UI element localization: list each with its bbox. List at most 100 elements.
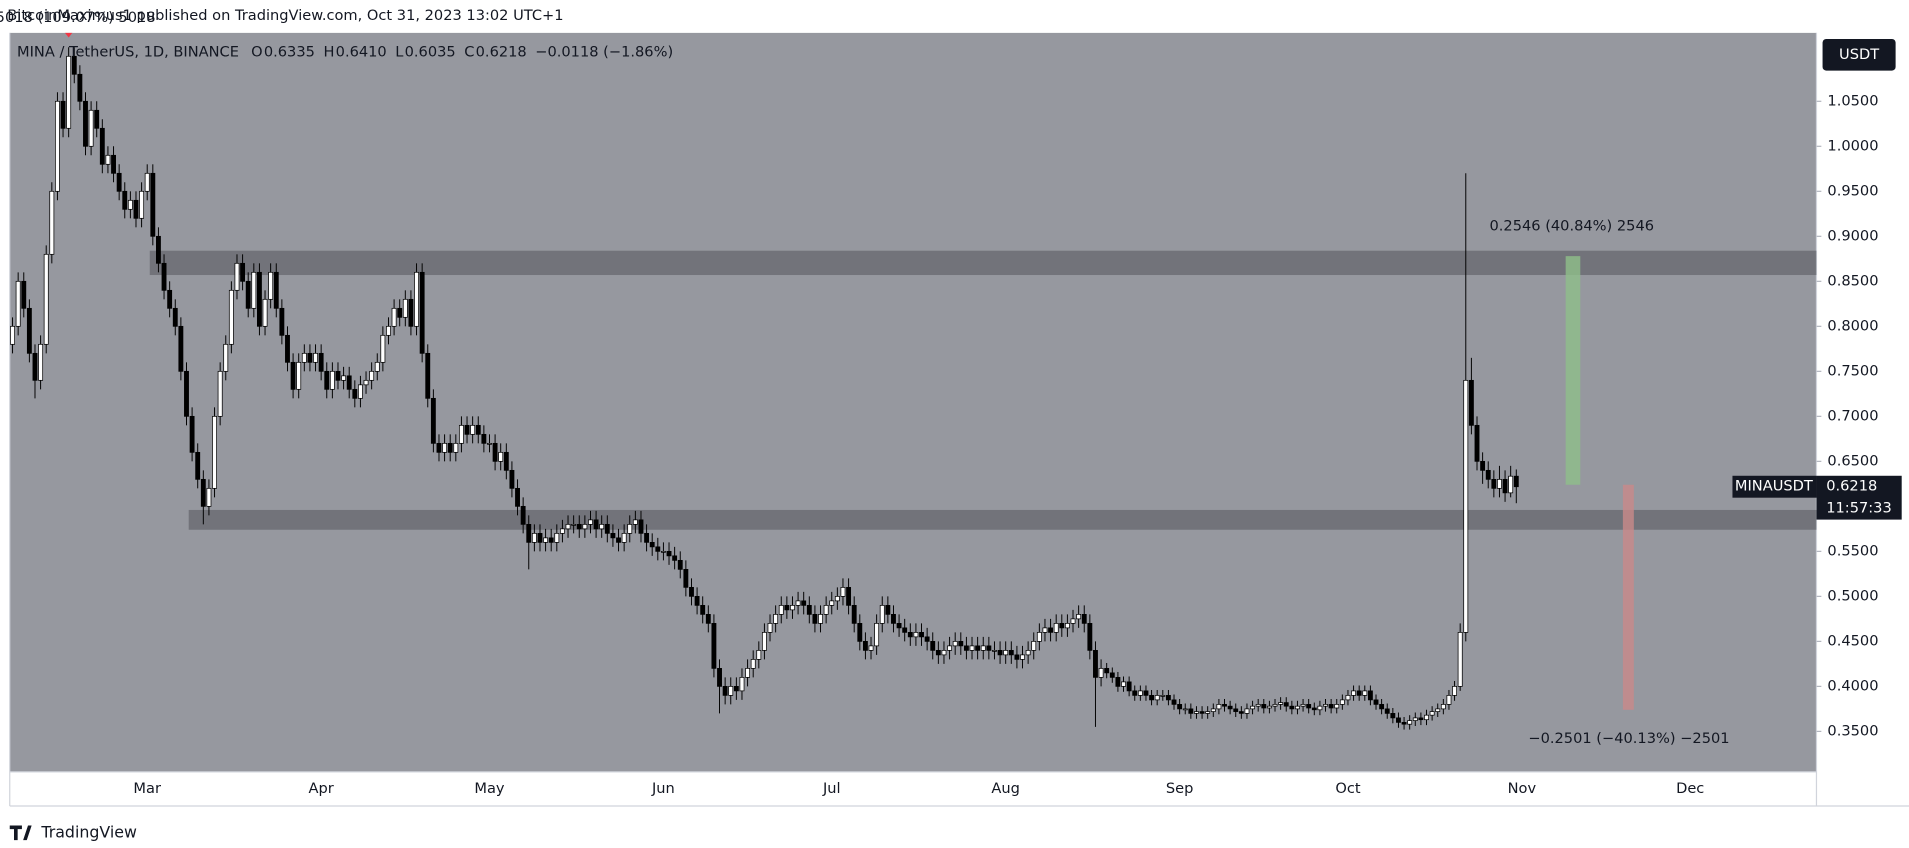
x-tick-label: Sep	[1166, 780, 1194, 797]
candle-body	[616, 537, 621, 543]
candle-body	[857, 623, 863, 642]
candle-body	[655, 546, 661, 552]
candle-body	[374, 361, 380, 372]
candle-body	[1283, 702, 1289, 707]
candle-body	[144, 172, 150, 192]
candle-body	[722, 686, 728, 696]
candle-body	[1373, 699, 1379, 705]
candle-body	[195, 451, 201, 480]
plot	[10, 32, 1817, 730]
candle-body	[54, 100, 60, 192]
y-tick-label: 0.7500	[1827, 362, 1878, 379]
candle-body	[1351, 690, 1357, 696]
candle-body	[1171, 699, 1177, 705]
candle-body	[442, 442, 448, 453]
candle-body	[644, 532, 650, 543]
candle-body	[520, 505, 526, 525]
candle-body	[268, 271, 274, 300]
brand-logo	[9, 825, 32, 841]
candle-body	[189, 415, 195, 453]
candle-body	[677, 559, 683, 570]
candle-body	[812, 614, 818, 624]
axes: 0.35000.40000.45000.50000.55000.60000.65…	[133, 92, 1878, 797]
support-resistance-zone	[149, 250, 1817, 276]
candle-body	[1109, 672, 1115, 678]
candle-body	[1396, 717, 1401, 723]
y-tick-label: 0.7000	[1827, 407, 1878, 424]
candle-body	[1222, 704, 1227, 707]
candle-body	[543, 537, 549, 543]
candle-body	[963, 645, 969, 651]
candle-body	[610, 532, 616, 539]
candle-body	[369, 370, 375, 381]
legend-key: C	[464, 43, 474, 60]
x-tick-label: Nov	[1508, 780, 1537, 797]
candle-body	[1513, 475, 1519, 488]
candle-body	[161, 262, 167, 291]
candle-body	[391, 307, 397, 327]
candle-body	[1289, 705, 1295, 710]
candle-body	[200, 478, 206, 507]
candle-body	[1384, 708, 1390, 714]
candle-body	[1502, 478, 1508, 494]
candle-body	[862, 641, 868, 651]
candle-body	[537, 532, 543, 543]
candle-body	[778, 605, 784, 615]
candle-body	[1132, 690, 1138, 696]
candle-body	[43, 253, 49, 345]
candle-body	[184, 370, 189, 417]
candle-body	[290, 361, 296, 390]
candle-body	[891, 614, 896, 624]
candle-body	[10, 325, 15, 345]
candle-body	[503, 451, 509, 471]
candle-body	[868, 645, 874, 651]
candle-body	[458, 424, 464, 444]
candle-body	[245, 280, 251, 309]
candle-body	[21, 280, 27, 309]
candle-body	[992, 650, 997, 652]
legend-key: H	[323, 43, 334, 60]
candle-body	[223, 343, 229, 372]
candle-body	[907, 632, 913, 638]
candle-body	[576, 523, 582, 530]
candle-body	[1255, 704, 1261, 707]
candle-body	[262, 298, 268, 327]
candle-body	[1216, 704, 1222, 710]
currency-button-label[interactable]: USDT	[1839, 46, 1879, 63]
candle-body	[1334, 704, 1340, 709]
currency-button[interactable]	[1822, 38, 1896, 71]
candle-body	[784, 605, 790, 611]
x-tick-label: Apr	[309, 780, 334, 797]
candle-body	[548, 537, 554, 543]
candle-body	[1076, 614, 1082, 620]
candle-body	[1205, 711, 1211, 714]
candle-body	[1031, 641, 1037, 651]
candle-body	[1446, 695, 1452, 705]
candle-body	[935, 650, 941, 656]
candle-body	[649, 541, 655, 548]
candle-body	[1491, 478, 1497, 489]
plot-background	[9, 32, 1817, 772]
candle-body	[1440, 704, 1446, 710]
candle-body	[627, 523, 633, 534]
candle-body	[1210, 708, 1216, 712]
peak-marker	[65, 32, 73, 38]
candle-body	[711, 623, 717, 669]
candle-body	[1328, 704, 1334, 709]
y-tick-label: 0.8500	[1827, 272, 1878, 289]
candle-body	[1435, 708, 1441, 712]
candle-body	[111, 154, 116, 174]
candle-body	[228, 289, 234, 345]
candle-body	[279, 307, 285, 336]
candle-body	[386, 325, 391, 336]
candle-body	[565, 523, 571, 530]
candle-body	[99, 127, 105, 165]
candle-body	[1424, 714, 1429, 721]
candle-body	[285, 334, 290, 363]
candle-body	[430, 397, 436, 444]
candle-body	[71, 55, 77, 75]
candle-body	[487, 442, 492, 445]
candle-body	[666, 550, 672, 557]
y-tick-label: 0.3500	[1827, 722, 1878, 739]
y-tick-label: 0.5000	[1827, 587, 1878, 604]
